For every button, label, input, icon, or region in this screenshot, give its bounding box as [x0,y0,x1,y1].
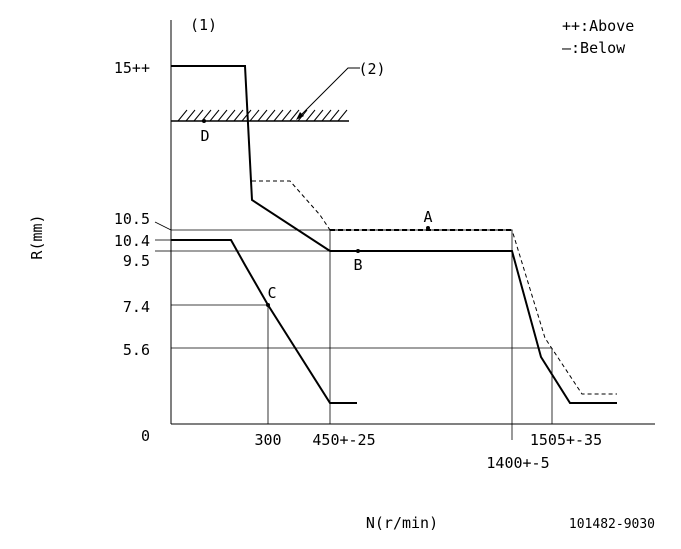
annotation-point-d [202,119,206,123]
reference-lines [154,221,553,440]
annotation-label: (2) [358,60,385,78]
hatch-mark [265,109,276,122]
series-line-1 [171,65,617,404]
x-tick-label: 300 [254,431,281,449]
limit-band [171,109,349,122]
y-tick-label: 10.5 [114,210,150,228]
y-tick-label: 15++ [114,59,150,77]
y-tick-leader [154,221,172,231]
hatch-mark [241,109,252,122]
hatch-mark [193,109,204,122]
annotation-point-c [266,303,270,307]
curves [171,65,617,404]
limit-band-hatch [177,109,348,122]
hatch-mark [177,109,188,122]
hatch-mark [337,109,348,122]
annotation-point-a [426,226,430,230]
annotation-label: B [353,256,362,274]
x-axis-label: N(r/min) [366,514,438,532]
hatch-mark [217,109,228,122]
hatch-mark [225,109,236,122]
hatch-mark [249,109,260,122]
hatch-mark [273,109,284,122]
hatch-mark [329,109,340,122]
annotations: A B C D (2) [200,60,433,307]
hatch-mark [185,109,196,122]
hatch-mark [209,109,220,122]
annotation-label: D [200,127,209,145]
annotation-label: C [267,284,276,302]
y-tick-label: 0 [141,427,150,445]
hatch-mark [321,109,332,122]
annotation-point-b [356,249,360,253]
y-tick-label: 5.6 [123,341,150,359]
hatch-mark [281,109,292,122]
hatch-mark [289,109,300,122]
y-tick-labels: 0 5.6 7.4 9.5 10.4 10.5 15++ [114,59,150,445]
y-tick-label: 7.4 [123,298,150,316]
y-tick-label: 10.4 [114,232,150,250]
figure-number-label: (1) [190,16,217,34]
series-line-2 [252,180,617,395]
hatch-mark [257,109,268,122]
hatch-mark [305,109,316,122]
drawing-id: 101482-9030 [569,517,655,532]
x-tick-label: 1400+-5 [486,454,549,472]
hatch-mark [233,109,244,122]
hatch-mark [313,109,324,122]
x-tick-labels: 300 450+-25 1400+-5 1505+-35 [254,431,602,472]
y-axis-label: R(mm) [28,214,46,259]
label-2-leader [297,67,360,119]
x-tick-label: 450+-25 [312,431,375,449]
legend-above: ++:Above [562,17,634,35]
legend-below: —:Below [562,39,626,57]
annotation-label: A [423,208,432,226]
series-line-3 [171,239,357,404]
x-tick-label: 1505+-35 [530,431,602,449]
y-tick-label: 9.5 [123,252,150,270]
label-2-arrowhead [296,112,304,120]
